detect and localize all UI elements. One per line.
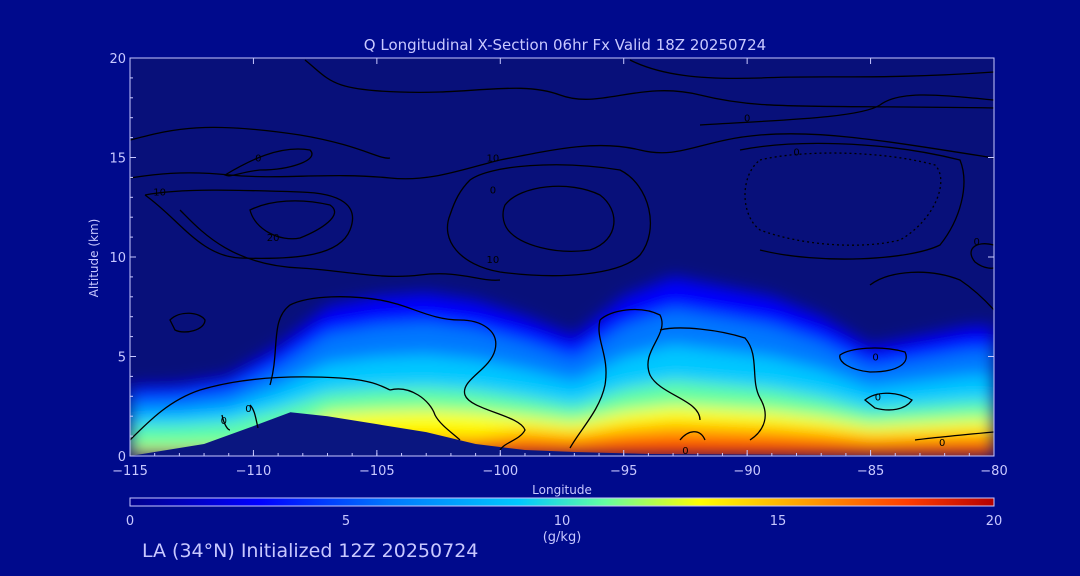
contour-label: 0: [245, 404, 251, 415]
x-tick-label: −85: [857, 464, 884, 479]
contour-lines: [130, 59, 994, 451]
contour-line: [970, 243, 994, 269]
x-tick-label: −95: [610, 464, 637, 479]
y-tick-label: 15: [109, 152, 126, 167]
x-axis-label: Longitude: [532, 483, 592, 497]
x-tick-label: −110: [236, 464, 272, 479]
colorbar-tick-label: 15: [770, 514, 787, 529]
contour-label: 10: [153, 187, 166, 198]
y-tick-label: 0: [118, 450, 126, 465]
contour-line: [249, 404, 259, 429]
terrain: [130, 412, 994, 456]
x-tick-label: −80: [980, 464, 1007, 479]
contour-line: [179, 209, 501, 281]
contour-label: 0: [872, 353, 878, 364]
contour-line: [223, 148, 313, 177]
y-axis-label: Altitude (km): [87, 219, 101, 298]
contour-label: 0: [939, 438, 945, 449]
y-tick-label: 5: [118, 351, 126, 366]
contour-line: [269, 296, 526, 451]
y-tick-label: 20: [109, 52, 126, 67]
colorbar-ticks: 0 5 10 15 20: [126, 514, 1002, 529]
contour-line: [304, 59, 994, 109]
contour-label: 20: [267, 233, 280, 244]
contour-line: [679, 431, 706, 441]
contour-label: 0: [490, 185, 496, 196]
contour-line: [389, 388, 461, 441]
contour-line: [839, 347, 907, 373]
contour-line: [221, 414, 231, 431]
contour-line: [869, 271, 994, 311]
contour-label: 0: [255, 154, 261, 165]
contour-label: 0: [682, 446, 688, 457]
contour-line: [249, 200, 336, 240]
contour-labels: 0 10 20 10 0 10 0 0 0 0 0 0 0 0 0: [153, 114, 980, 457]
x-tick-label: −115: [112, 464, 148, 479]
contour-label: 0: [793, 148, 799, 159]
contour-line: [629, 59, 994, 80]
contour-label: 10: [487, 154, 500, 165]
contour-line: [130, 376, 391, 441]
colorbar: [129, 497, 995, 507]
contour-line: [169, 312, 206, 333]
contour-line: [569, 319, 607, 449]
contour-line: [744, 152, 942, 246]
contour-label: 0: [744, 114, 750, 125]
x-tick-label: −90: [733, 464, 760, 479]
contour-label: 0: [875, 392, 881, 403]
contour-label: 0: [974, 237, 980, 248]
contour-line: [914, 431, 994, 441]
contour-line: [659, 327, 766, 441]
contour-line: [446, 164, 652, 277]
contour-line: [130, 133, 994, 180]
contour-line: [699, 94, 994, 126]
colorbar-label: (g/kg): [543, 530, 582, 545]
chart-title: Q Longitudinal X-Section 06hr Fx Valid 1…: [364, 36, 766, 54]
plot-area: 0 10 20 10 0 10 0 0 0 0 0 0 0 0 0: [130, 58, 994, 457]
x-tick-label: −105: [359, 464, 395, 479]
contour-line: [502, 185, 615, 252]
contour-label: 10: [487, 255, 500, 266]
footer-text: LA (34°N) Initialized 12Z 20250724: [142, 540, 479, 562]
colorbar-tick-label: 5: [342, 514, 350, 529]
colorbar-tick-label: 10: [554, 514, 571, 529]
contour-line: [599, 308, 701, 421]
y-tick-label: 10: [109, 251, 126, 266]
contour-line: [739, 142, 965, 260]
contour-line: [863, 392, 913, 411]
contour-line: [130, 126, 391, 159]
colorbar-tick-label: 0: [126, 514, 134, 529]
x-tick-label: −100: [482, 464, 518, 479]
axes: −115 −110 −105 −100 −95 −90 −85 −80 0 5 10 15 20: [109, 52, 1007, 479]
contour-line: [144, 189, 354, 260]
colorbar-tick-label: 20: [986, 514, 1003, 529]
contour-label: 0: [221, 416, 227, 427]
